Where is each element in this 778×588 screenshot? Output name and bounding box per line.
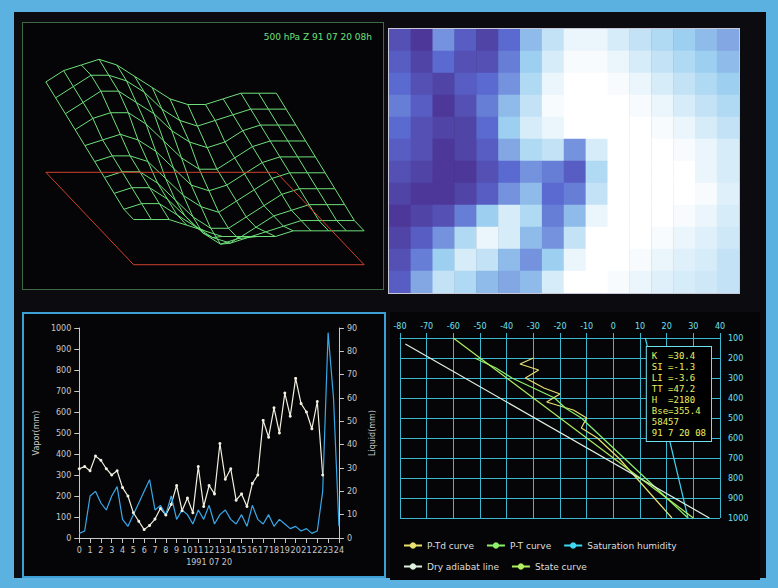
svg-text:-50: -50 <box>473 322 486 331</box>
svg-text:600: 600 <box>56 408 71 417</box>
svg-text:30: 30 <box>347 464 357 473</box>
svg-text:500: 500 <box>728 414 743 423</box>
svg-text:20: 20 <box>347 487 357 496</box>
svg-text:7: 7 <box>152 546 157 555</box>
svg-text:10: 10 <box>182 546 192 555</box>
svg-text:14: 14 <box>226 546 236 555</box>
svg-text:40: 40 <box>347 440 357 449</box>
svg-text:700: 700 <box>728 454 743 463</box>
svg-text:0: 0 <box>77 546 82 555</box>
svg-text:15: 15 <box>236 546 246 555</box>
svg-text:1000: 1000 <box>728 514 748 523</box>
svg-text:800: 800 <box>56 366 71 375</box>
svg-text:-30: -30 <box>527 322 540 331</box>
svg-text:700: 700 <box>56 387 71 396</box>
svg-text:22: 22 <box>312 546 322 555</box>
svg-text:17: 17 <box>258 546 268 555</box>
svg-text:-10: -10 <box>580 322 593 331</box>
svg-text:6: 6 <box>142 546 147 555</box>
svg-text:Liquid(mm): Liquid(mm) <box>368 410 377 456</box>
svg-text:Saturation humidity: Saturation humidity <box>587 541 677 551</box>
svg-text:900: 900 <box>56 345 71 354</box>
svg-text:10: 10 <box>347 510 357 519</box>
svg-text:8: 8 <box>163 546 168 555</box>
svg-text:P-T curve: P-T curve <box>510 541 552 551</box>
svg-text:3: 3 <box>109 546 114 555</box>
svg-text:40: 40 <box>715 322 725 331</box>
svg-text:Dry adiabat line: Dry adiabat line <box>427 562 499 572</box>
svg-text:400: 400 <box>56 450 71 459</box>
svg-text:58457: 58457 <box>652 417 679 427</box>
svg-text:300: 300 <box>56 471 71 480</box>
svg-text:-80: -80 <box>393 322 406 331</box>
svg-text:200: 200 <box>728 354 743 363</box>
svg-text:100: 100 <box>56 513 71 522</box>
svg-text:-20: -20 <box>553 322 566 331</box>
svg-text:H =2180: H =2180 <box>652 395 695 405</box>
svg-text:20: 20 <box>662 322 672 331</box>
svg-text:80: 80 <box>347 347 357 356</box>
svg-text:600: 600 <box>728 434 743 443</box>
svg-text:12: 12 <box>204 546 214 555</box>
svg-text:State curve: State curve <box>535 562 587 572</box>
svg-text:1000: 1000 <box>51 324 71 333</box>
svg-text:60: 60 <box>347 394 357 403</box>
svg-text:21: 21 <box>301 546 311 555</box>
svg-text:10: 10 <box>635 322 645 331</box>
svg-text:0: 0 <box>347 534 352 543</box>
svg-text:K =30.4: K =30.4 <box>652 351 695 361</box>
svg-text:0: 0 <box>611 322 616 331</box>
svg-text:-70: -70 <box>420 322 433 331</box>
svg-text:16: 16 <box>247 546 257 555</box>
svg-text:400: 400 <box>728 394 743 403</box>
svg-text:LI =-3.6: LI =-3.6 <box>652 373 695 383</box>
svg-text:20: 20 <box>291 546 301 555</box>
svg-text:24: 24 <box>334 546 344 555</box>
svg-text:18: 18 <box>269 546 279 555</box>
svg-text:P-Td curve: P-Td curve <box>427 541 474 551</box>
svg-text:200: 200 <box>56 492 71 501</box>
svg-text:19: 19 <box>280 546 290 555</box>
svg-text:91 7 20 08: 91 7 20 08 <box>652 428 706 438</box>
svg-text:13: 13 <box>215 546 225 555</box>
svg-text:TT =47.2: TT =47.2 <box>652 384 695 394</box>
svg-text:-60: -60 <box>447 322 460 331</box>
svg-text:-40: -40 <box>500 322 513 331</box>
svg-text:50: 50 <box>347 417 357 426</box>
svg-text:100: 100 <box>728 334 743 343</box>
svg-text:70: 70 <box>347 370 357 379</box>
svg-text:1: 1 <box>88 546 93 555</box>
svg-text:4: 4 <box>120 546 125 555</box>
svg-text:11: 11 <box>193 546 203 555</box>
svg-text:23: 23 <box>323 546 333 555</box>
svg-text:0: 0 <box>66 534 71 543</box>
svg-text:2: 2 <box>98 546 103 555</box>
svg-text:5: 5 <box>131 546 136 555</box>
svg-text:500: 500 <box>56 429 71 438</box>
svg-text:1991 07 20: 1991 07 20 <box>186 558 232 567</box>
svg-text:300: 300 <box>728 374 743 383</box>
svg-text:Vapor(mm): Vapor(mm) <box>32 411 41 456</box>
svg-text:90: 90 <box>347 324 357 333</box>
svg-text:30: 30 <box>688 322 698 331</box>
svg-text:9: 9 <box>174 546 179 555</box>
svg-text:500 hPa Z 91 07 20 08h: 500 hPa Z 91 07 20 08h <box>264 32 372 42</box>
svg-text:Bse=355.4: Bse=355.4 <box>652 406 701 416</box>
svg-text:800: 800 <box>728 474 743 483</box>
svg-text:SI =-1.3: SI =-1.3 <box>652 362 695 372</box>
svg-text:900: 900 <box>728 494 743 503</box>
